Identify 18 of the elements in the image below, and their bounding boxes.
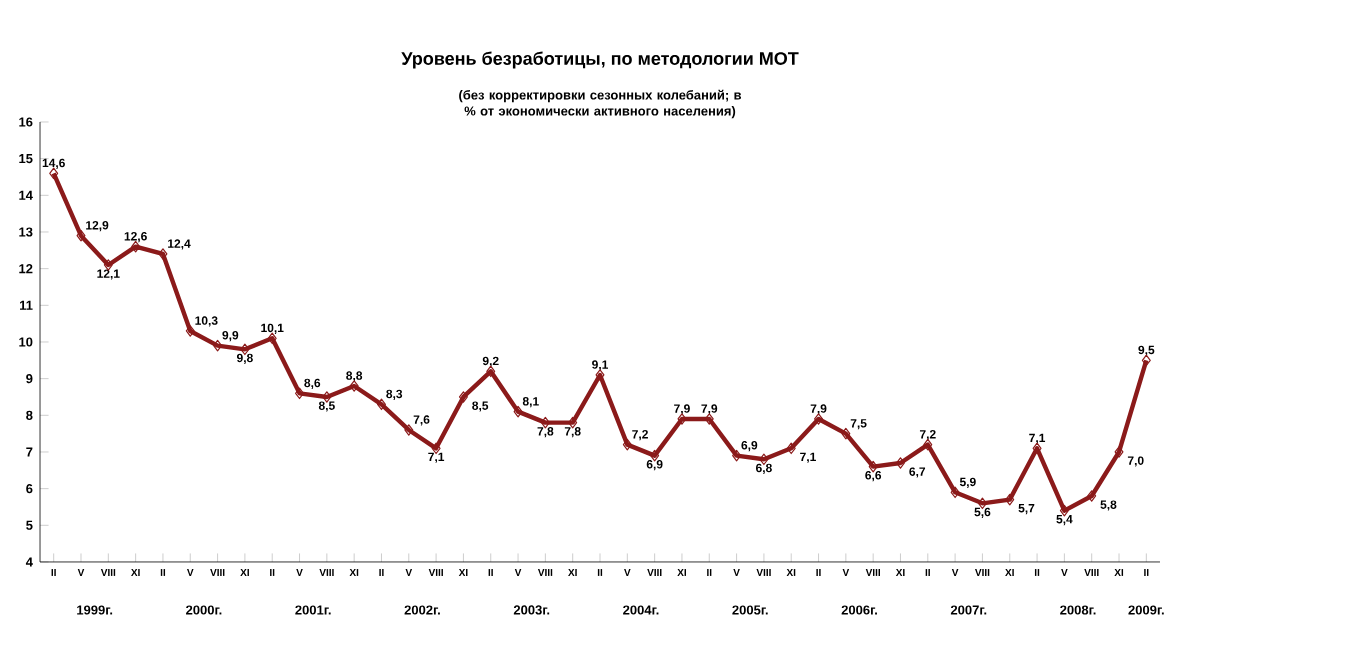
point xyxy=(158,248,168,260)
point xyxy=(513,405,523,418)
point xyxy=(76,229,86,242)
point xyxy=(841,427,851,440)
point xyxy=(595,369,605,381)
point xyxy=(786,442,796,455)
point xyxy=(404,424,414,436)
point xyxy=(622,438,632,451)
point xyxy=(458,391,468,403)
chart-title: Уровень безработицы, по методологии МОТ xyxy=(401,51,799,69)
point xyxy=(185,325,195,337)
point xyxy=(376,398,386,411)
point xyxy=(1087,490,1097,502)
point xyxy=(1114,446,1124,458)
point xyxy=(895,457,905,469)
point xyxy=(1005,493,1015,506)
point xyxy=(814,413,824,425)
point xyxy=(950,486,960,499)
